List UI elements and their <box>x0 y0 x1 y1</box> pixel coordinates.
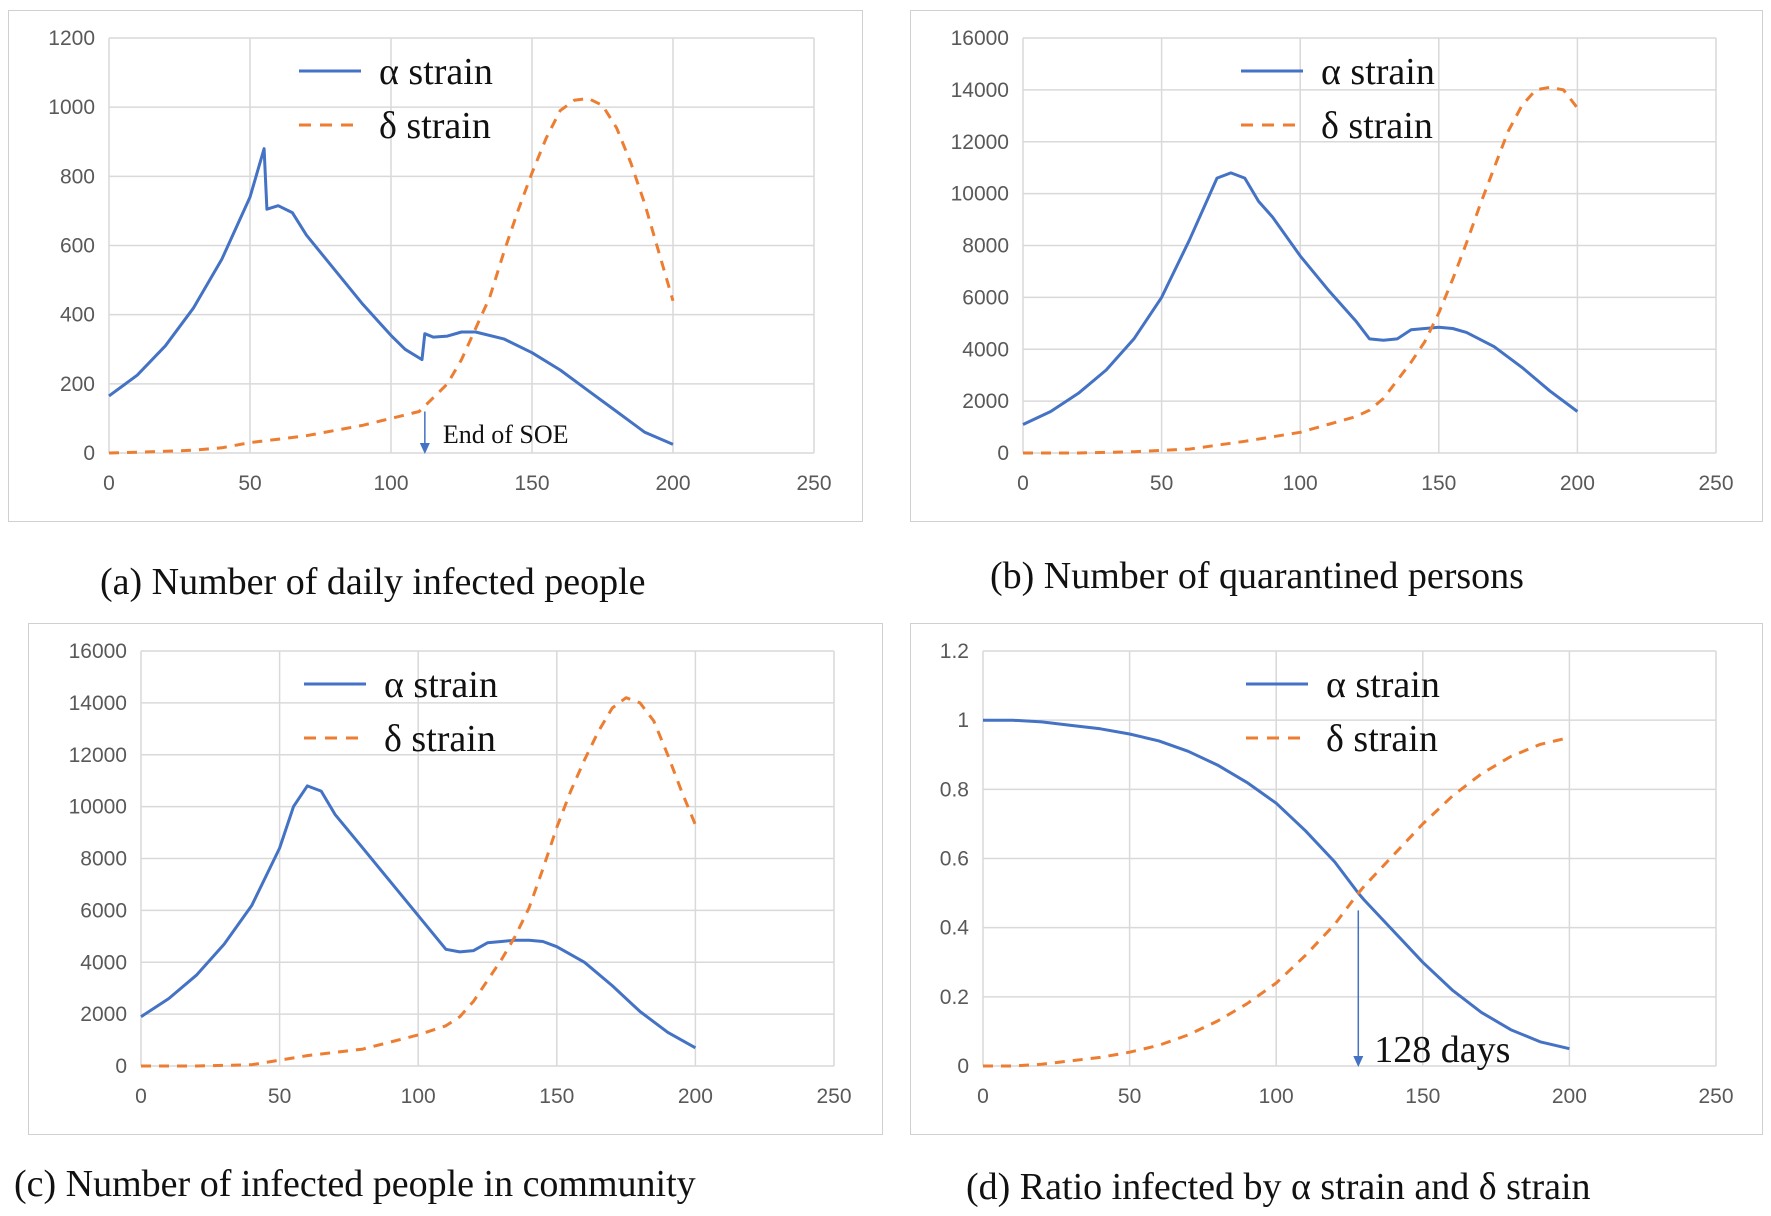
x-tick-label: 150 <box>1421 472 1456 495</box>
caption-a: (a) Number of daily infected people <box>100 561 646 603</box>
x-tick-label: 0 <box>1017 472 1029 495</box>
grid <box>1022 37 1717 454</box>
y-tick-label: 4000 <box>80 951 127 974</box>
y-tick-label: 4000 <box>962 338 1009 361</box>
legend-label-delta: δ strain <box>379 105 491 147</box>
x-tick-label: 100 <box>401 1085 436 1108</box>
x-tick-label: 250 <box>1698 472 1733 495</box>
chart-panel-b: 0 2000 4000 6000 8000 10000 12000 14000 16000 0 50… <box>910 10 1763 522</box>
x-tick-label: 0 <box>977 1085 989 1108</box>
x-tick-label: 100 <box>1283 472 1318 495</box>
chart-panel-d: 0 0.2 0.4 0.6 0.8 1 1.2 0 50 100 150 200 250 α strain… <box>910 623 1763 1135</box>
y-tick-label: 0.8 <box>940 778 969 801</box>
x-tick-label: 150 <box>1405 1085 1440 1108</box>
chart-b: 0 2000 4000 6000 8000 10000 12000 14000 16000 0 50… <box>951 27 1734 495</box>
series-line-alpha <box>1022 171 1579 426</box>
x-tick-label: 250 <box>1698 1085 1733 1108</box>
series-line-alpha <box>108 147 674 446</box>
chart-a: 0 200 400 600 800 1000 1200 0 50 100 150 200 250 α st… <box>48 27 831 495</box>
x-tick-label: 0 <box>135 1085 147 1108</box>
y-tick-label: 10000 <box>951 183 1009 206</box>
caption-b: (b) Number of quarantined persons <box>990 555 1524 597</box>
series-line-delta <box>108 97 675 455</box>
y-tick-label: 0 <box>997 442 1009 465</box>
y-tick-label: 2000 <box>962 390 1009 413</box>
x-tick-label: 50 <box>238 472 261 495</box>
annotation-arrowhead-icon <box>419 443 430 454</box>
x-tick-label: 200 <box>1560 472 1595 495</box>
x-tick-label: 50 <box>1150 472 1173 495</box>
y-tick-label: 10000 <box>69 796 127 819</box>
x-tick-label: 0 <box>103 472 115 495</box>
legend-label-alpha: α strain <box>1321 51 1435 93</box>
y-tick-label: 0 <box>83 442 95 465</box>
x-tick-label: 100 <box>373 472 408 495</box>
x-tick-label: 200 <box>655 472 690 495</box>
x-tick-label: 150 <box>539 1085 574 1108</box>
x-tick-label: 150 <box>514 472 549 495</box>
y-tick-label: 0 <box>115 1055 127 1078</box>
grid <box>140 650 835 1067</box>
y-tick-label: 1 <box>957 709 969 732</box>
chart-panel-c: 0 2000 4000 6000 8000 10000 12000 14000 16000 0 50… <box>28 623 883 1135</box>
x-tick-label: 50 <box>268 1085 291 1108</box>
x-tick-label: 200 <box>678 1085 713 1108</box>
y-tick-label: 0 <box>957 1055 969 1078</box>
y-tick-label: 2000 <box>80 1003 127 1026</box>
annotation-arrowhead-icon <box>1353 1056 1364 1067</box>
series-line-alpha <box>140 784 697 1050</box>
grid <box>982 650 1717 1067</box>
y-tick-label: 1000 <box>48 96 95 119</box>
y-tick-label: 1.2 <box>940 640 969 663</box>
y-tick-label: 800 <box>60 165 95 188</box>
x-tick-label: 200 <box>1552 1085 1587 1108</box>
y-tick-label: 16000 <box>951 27 1009 50</box>
y-tick-label: 14000 <box>951 79 1009 102</box>
y-tick-label: 0.2 <box>940 986 969 1009</box>
x-tick-label: 100 <box>1259 1085 1294 1108</box>
x-tick-label: 250 <box>816 1085 851 1108</box>
caption-c: (c) Number of infected people in communi… <box>14 1163 696 1205</box>
y-tick-label: 14000 <box>69 692 127 715</box>
legend-label-alpha: α strain <box>384 664 498 706</box>
y-tick-label: 1200 <box>48 27 95 50</box>
annotation-label: 128 days <box>1374 1029 1510 1071</box>
series-line-delta <box>983 736 1570 1068</box>
y-tick-label: 200 <box>60 373 95 396</box>
annotation-label: End of SOE <box>443 420 569 449</box>
y-tick-label: 8000 <box>962 235 1009 258</box>
legend-label-delta: δ strain <box>1321 105 1433 147</box>
chart-panel-a: 0 200 400 600 800 1000 1200 0 50 100 150 200 250 α st… <box>8 10 863 522</box>
y-tick-label: 0.6 <box>940 848 969 871</box>
y-tick-label: 0.4 <box>940 917 970 940</box>
series-line-alpha <box>983 718 1570 1051</box>
legend-label-alpha: α strain <box>1326 664 1440 706</box>
x-tick-label: 250 <box>796 472 831 495</box>
legend-label-delta: δ strain <box>384 718 496 760</box>
chart-c: 0 2000 4000 6000 8000 10000 12000 14000 16000 0 50… <box>69 640 852 1108</box>
series-line-delta <box>141 696 697 1068</box>
y-tick-label: 400 <box>60 304 95 327</box>
legend-label-delta: δ strain <box>1326 718 1438 760</box>
y-tick-label: 6000 <box>80 899 127 922</box>
y-tick-label: 12000 <box>69 744 127 767</box>
x-tick-label: 50 <box>1118 1085 1141 1108</box>
legend-label-alpha: α strain <box>379 51 493 93</box>
y-tick-label: 6000 <box>962 286 1009 309</box>
y-tick-label: 16000 <box>69 640 127 663</box>
y-tick-label: 12000 <box>951 131 1009 154</box>
chart-d: 0 0.2 0.4 0.6 0.8 1 1.2 0 50 100 150 200 250 α strain… <box>940 640 1734 1108</box>
y-tick-label: 600 <box>60 235 95 258</box>
y-tick-label: 8000 <box>80 848 127 871</box>
caption-d: (d) Ratio infected by α strain and δ str… <box>966 1166 1591 1208</box>
grid <box>108 37 815 454</box>
